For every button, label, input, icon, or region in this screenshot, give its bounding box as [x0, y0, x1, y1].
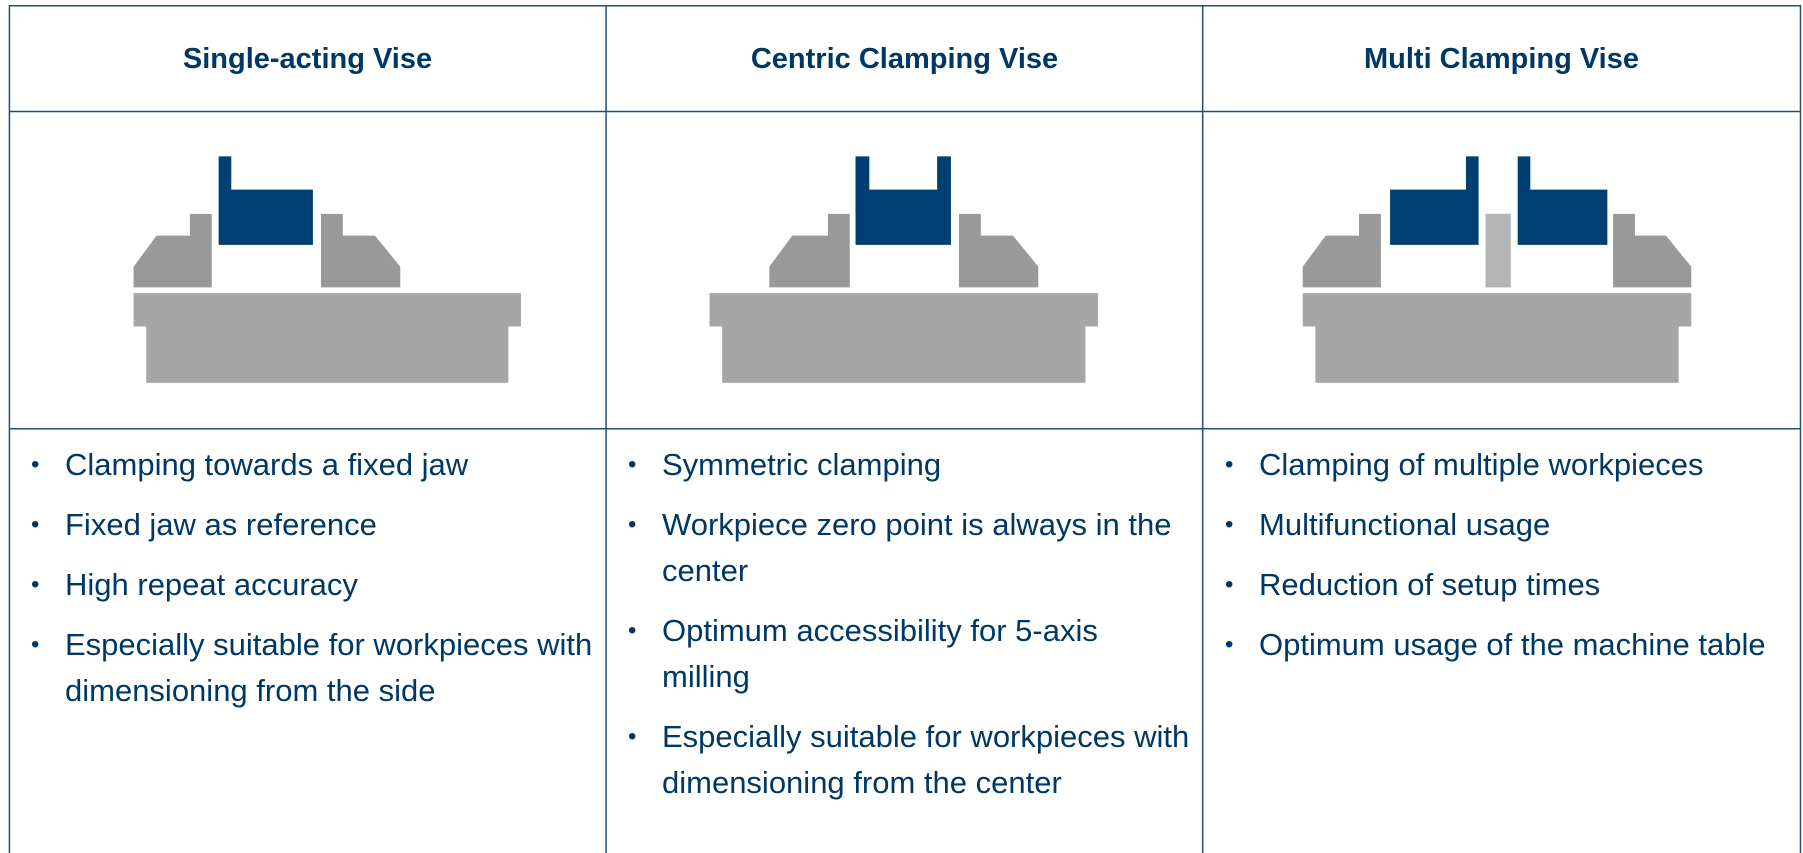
bullet-item: Multifunctional usage — [1225, 502, 1790, 548]
bullet-list: Clamping towards a fixed jaw Fixed jaw as… — [9, 429, 606, 728]
bullet-item: Reduction of setup times — [1225, 562, 1790, 608]
bullet-item: Optimum usage of the machine table — [1225, 622, 1790, 668]
bullet-item: Clamping towards a fixed jaw — [31, 442, 596, 488]
bullet-list: Symmetric clamping Workpiece zero point i… — [606, 429, 1203, 820]
bullet-item: Workpiece zero point is always in the ce… — [628, 502, 1193, 594]
table-grid — [8, 5, 1802, 853]
column-title: Single-acting Vise — [182, 42, 433, 75]
column-title: Centric Clamping Vise — [750, 42, 1059, 75]
bullet-item: Especially suitable for workpieces with … — [31, 622, 596, 714]
bullet-list: Clamping of multiple workpieces Multifunc… — [1203, 429, 1800, 682]
multi-vise-diagram — [1302, 156, 1692, 383]
bullet-item: Fixed jaw as reference — [31, 502, 596, 548]
bullet-item: Clamping of multiple workpieces — [1225, 442, 1790, 488]
bullet-item: Symmetric clamping — [628, 442, 1193, 488]
bullet-item: Optimum accessibility for 5-axis milling — [628, 608, 1193, 700]
bullet-item: Especially suitable for workpieces with … — [628, 714, 1193, 806]
centric-vise-diagram — [709, 156, 1099, 383]
column-title: Multi Clamping Vise — [1363, 42, 1639, 75]
single-vise-diagram — [133, 156, 521, 383]
bullet-item: High repeat accuracy — [31, 562, 596, 608]
